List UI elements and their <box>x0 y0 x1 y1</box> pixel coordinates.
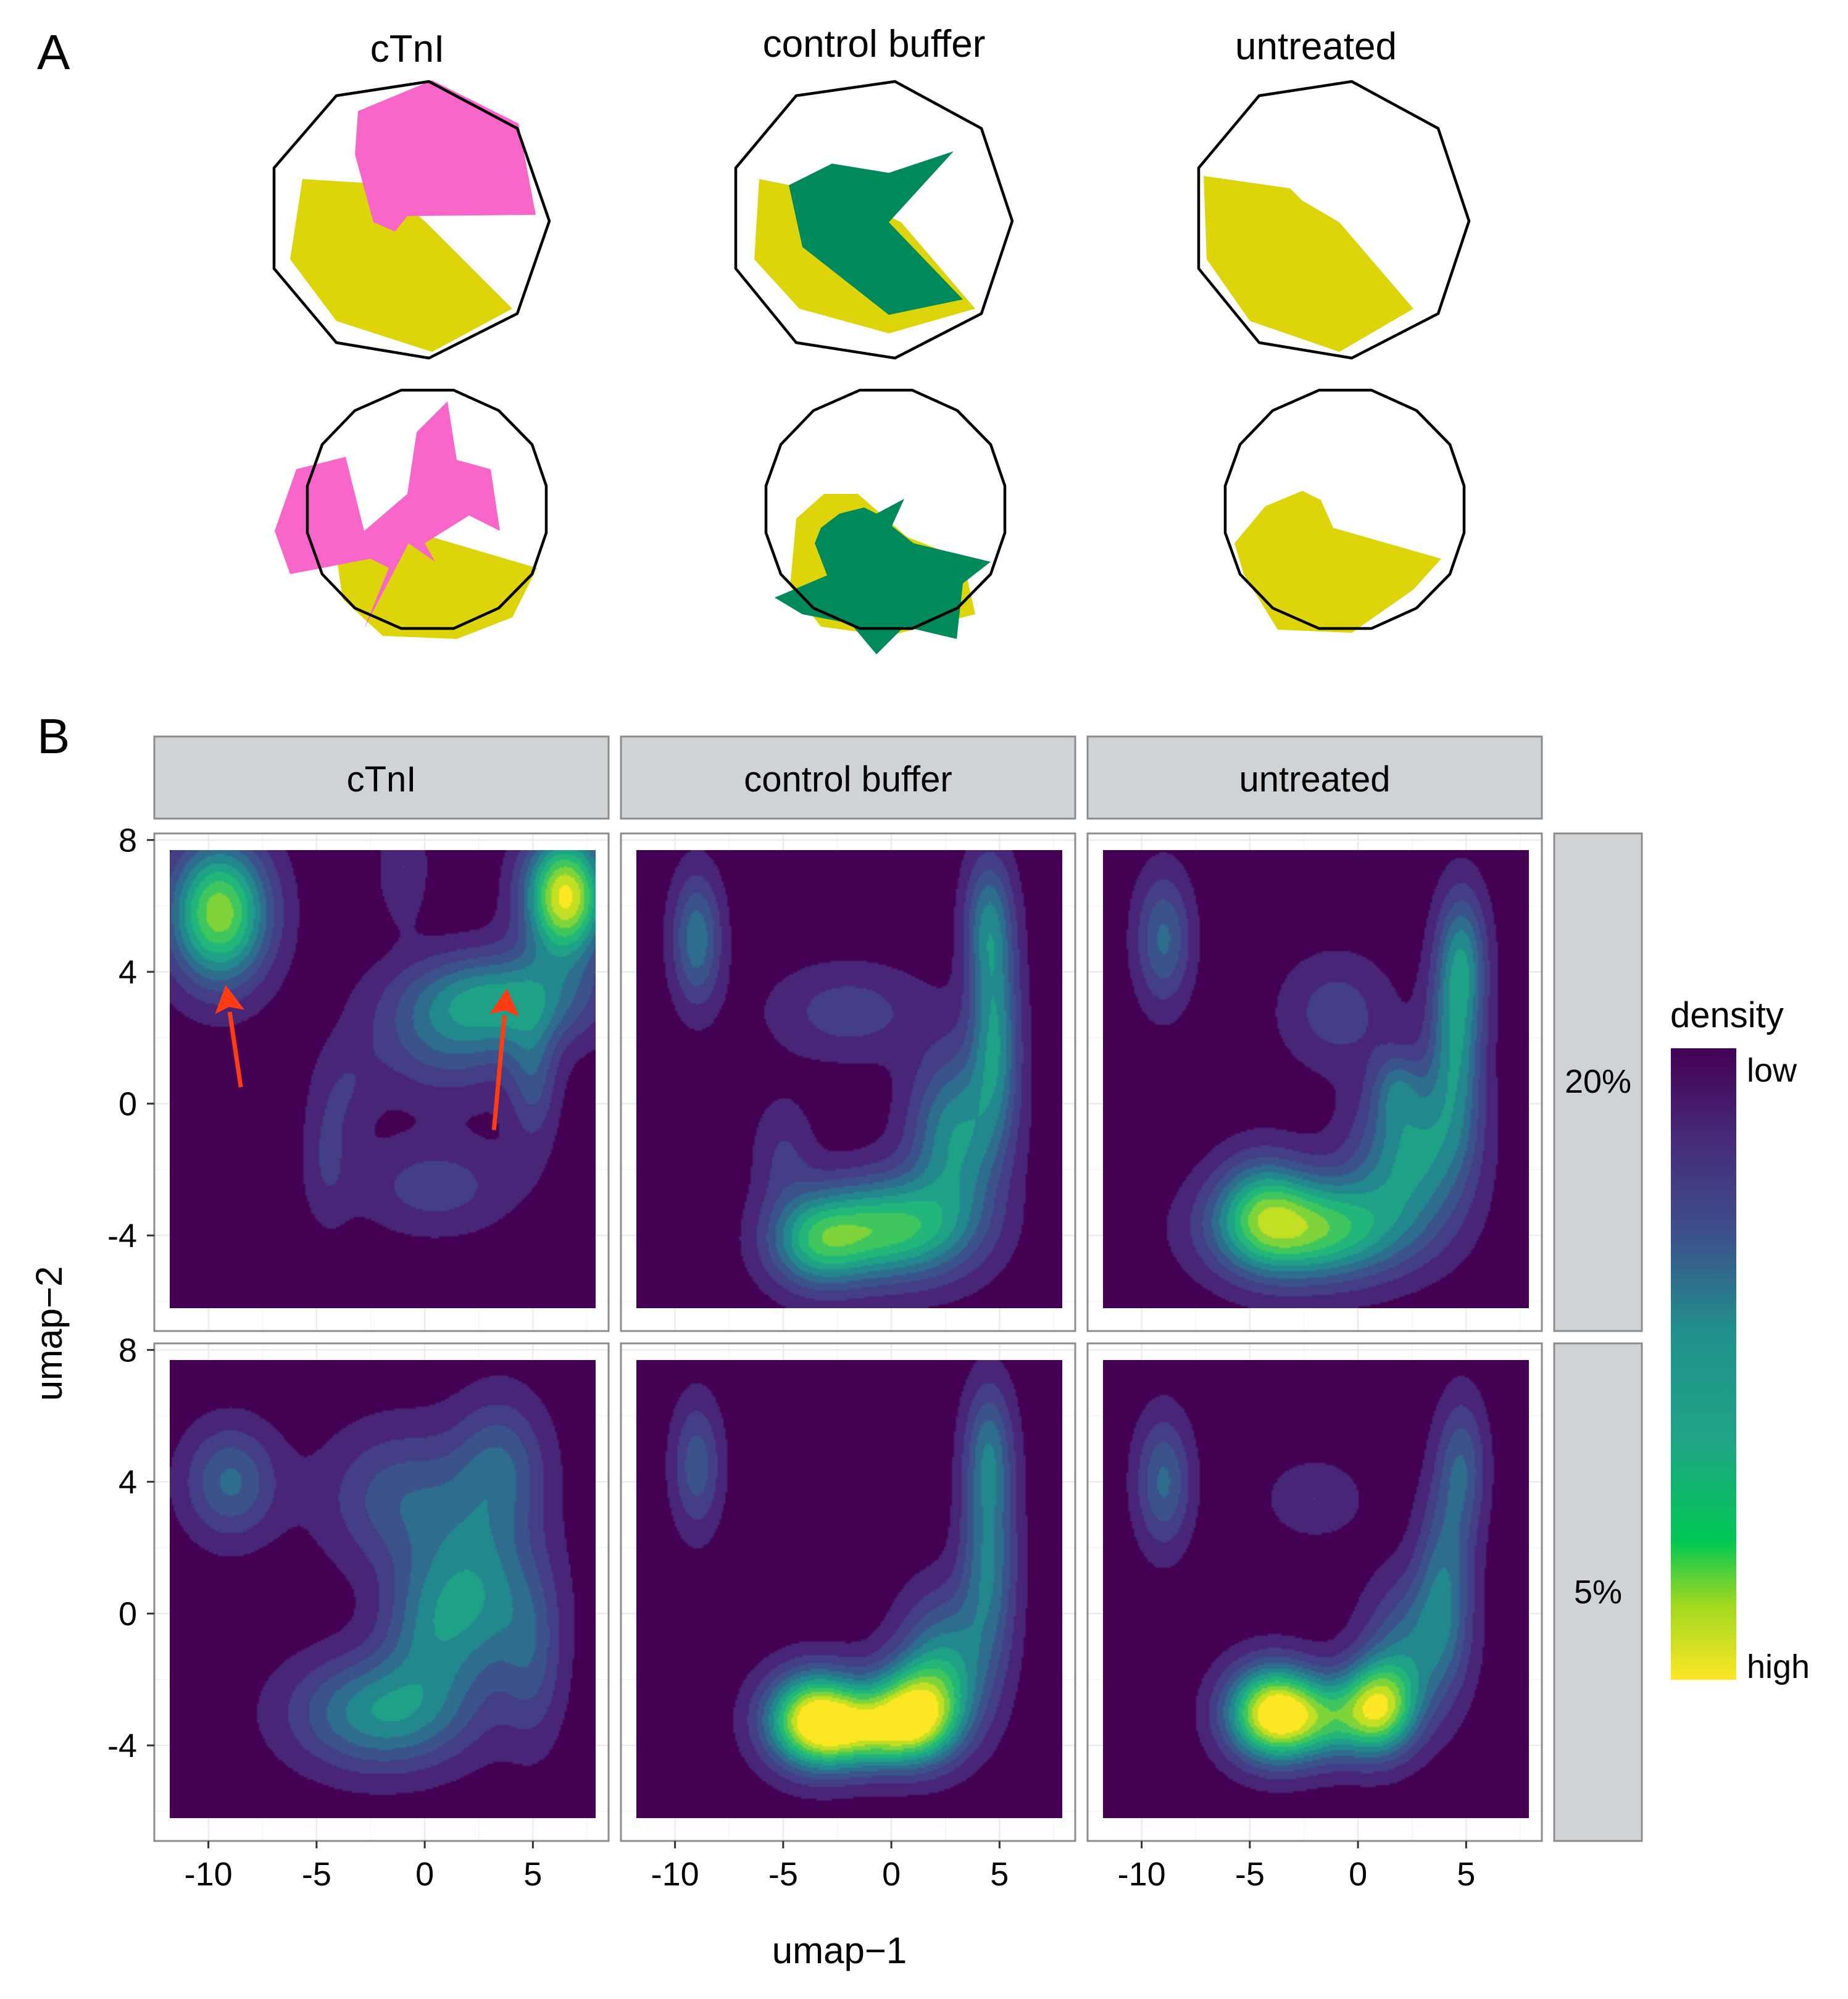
y-tick-label: 8 <box>119 822 137 859</box>
strip-label: control buffer <box>744 759 952 799</box>
radar-untreated-row1 <box>1197 80 1471 360</box>
annotation-arrow <box>215 985 244 1088</box>
radar-outline <box>1223 388 1466 630</box>
strip-row-2: 5% <box>1553 1342 1643 1842</box>
arrow-head <box>489 988 520 1017</box>
density-legend: density low high <box>1670 995 1810 1685</box>
x-tick-label: -10 <box>651 1856 699 1893</box>
radar-outline <box>272 80 551 360</box>
radar-outline <box>306 388 548 630</box>
strip-label: 5% <box>1574 1574 1622 1611</box>
density-raster <box>169 849 596 1308</box>
density-raster <box>636 849 1062 1308</box>
strip-label: untreated <box>1239 759 1390 799</box>
density-raster <box>169 1359 596 1818</box>
radar-ctni-row1 <box>272 80 551 360</box>
x-axis-title: umap−1 <box>772 1930 907 1971</box>
radar-area-ctni <box>355 80 536 232</box>
panel-a-label: A <box>37 25 70 80</box>
radar-ctni-row2 <box>275 388 548 639</box>
radar-row-1 <box>272 80 1471 360</box>
strip-col-3: untreated <box>1086 735 1543 820</box>
panel-border <box>1086 832 1543 1332</box>
panel-border <box>620 1342 1076 1842</box>
x-tick-label: 0 <box>1349 1856 1367 1893</box>
x-tick-label: 5 <box>523 1856 542 1893</box>
radar-outline <box>734 80 1014 360</box>
legend-low-label: low <box>1747 1052 1797 1089</box>
arrow-head <box>215 985 244 1014</box>
density-field <box>169 1359 596 1818</box>
radar-area-untreated <box>1234 491 1441 633</box>
density-facets <box>153 832 1543 1842</box>
strip-row-1: 20% <box>1553 832 1643 1332</box>
y-tick-label: -4 <box>107 1727 137 1764</box>
y-tick-label: 4 <box>119 954 137 991</box>
facet-panel <box>153 1342 610 1842</box>
annotation-arrows <box>215 985 520 1130</box>
x-tick-label: 0 <box>415 1856 434 1893</box>
arrow-shaft <box>491 1015 507 1130</box>
x-tick-label: -5 <box>768 1856 798 1893</box>
x-tick-label: -10 <box>1118 1856 1166 1893</box>
y-tick-label: 4 <box>119 1464 137 1501</box>
radar-control-buffer-row1 <box>734 80 1014 360</box>
strip-col-2: control buffer <box>620 735 1076 820</box>
facet-panel <box>153 832 610 1332</box>
legend-colorbar <box>1671 1048 1736 1680</box>
strip-col-1: cTnI <box>153 735 610 820</box>
density-raster <box>1102 1359 1529 1818</box>
density-raster <box>1102 849 1529 1308</box>
x-tick-label: -5 <box>1235 1856 1265 1893</box>
y-axis-title: umap−2 <box>28 1266 70 1401</box>
y-tick-label: -4 <box>107 1217 137 1254</box>
legend-high-label: high <box>1747 1648 1810 1685</box>
radar-column-title-ctni: cTnI <box>370 28 445 70</box>
panel-border <box>1086 1342 1543 1842</box>
facet-panel <box>1086 1342 1543 1842</box>
radar-outline <box>764 388 1007 630</box>
y-tick-label: 8 <box>119 1332 137 1369</box>
x-tick-label: 5 <box>1457 1856 1475 1893</box>
panel-border <box>620 832 1076 1332</box>
annotation-arrow <box>489 988 520 1130</box>
radar-control-buffer-row2 <box>764 388 1007 654</box>
radar-area-untreated <box>290 179 512 352</box>
axes: -4 0 4 8 -4 0 4 8 -10 -5 0 5 -10 -5 0 5 -10 -5 0 5 <box>107 822 1475 1893</box>
y-tick-label: 0 <box>119 1596 137 1633</box>
arrow-shaft <box>227 1011 243 1088</box>
strip-label: 20% <box>1565 1063 1631 1100</box>
panel-border <box>153 1342 610 1842</box>
strip-label: cTnI <box>347 759 417 799</box>
radar-area-control-buffer <box>789 151 963 315</box>
density-field <box>169 849 596 1308</box>
legend-title: density <box>1670 995 1784 1035</box>
facet-panel <box>1086 832 1543 1332</box>
radar-column-title-control-buffer: control buffer <box>763 23 986 65</box>
density-field <box>1102 849 1529 1308</box>
x-tick-label: -5 <box>302 1856 331 1893</box>
radar-area-untreated <box>1204 176 1413 352</box>
x-tick-label: 0 <box>882 1856 901 1893</box>
y-tick-label: 0 <box>119 1086 137 1123</box>
radar-outline <box>1197 80 1471 360</box>
x-tick-label: 5 <box>990 1856 1009 1893</box>
density-field <box>1102 1359 1529 1818</box>
density-field <box>636 1359 1062 1818</box>
panel-b-label: B <box>37 709 70 764</box>
radar-area-ctni <box>275 401 500 628</box>
density-raster <box>636 1359 1062 1818</box>
radar-column-title-untreated: untreated <box>1235 25 1397 68</box>
x-tick-label: -10 <box>185 1856 233 1893</box>
radar-untreated-row2 <box>1223 388 1466 633</box>
panel-border <box>153 832 610 1332</box>
facet-panel <box>620 832 1076 1332</box>
radar-row-2 <box>275 388 1466 654</box>
facet-panel <box>620 1342 1076 1842</box>
density-field <box>636 849 1062 1308</box>
